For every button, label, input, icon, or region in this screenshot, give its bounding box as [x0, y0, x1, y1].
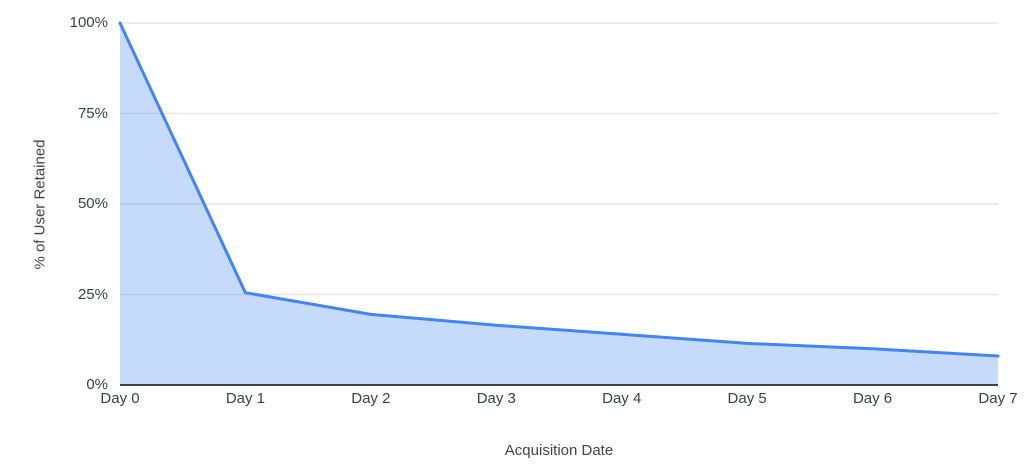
- x-tick-label: Day 6: [852, 390, 893, 407]
- y-tick-label: 75%: [77, 104, 108, 122]
- x-tick-label: Day 7: [978, 390, 1018, 407]
- y-tick-label: 100%: [69, 14, 108, 31]
- x-tick-label: Day 5: [727, 390, 767, 407]
- x-tick-label: Day 1: [225, 390, 266, 407]
- y-axis-title: % of User Retained: [31, 139, 49, 270]
- y-tick-label: 0%: [86, 376, 108, 393]
- retention-line: [118, 21, 1000, 358]
- x-axis-title: Acquisition Date: [504, 442, 614, 459]
- x-tick-label: Day 0: [100, 390, 140, 407]
- area-fill: [120, 23, 998, 385]
- x-tick-label: Day 3: [476, 390, 516, 407]
- x-tick-label: Day 2: [351, 390, 391, 407]
- y-tick-label: 25%: [77, 285, 108, 303]
- y-tick-label: 50%: [77, 195, 108, 212]
- x-tick-label: Day 4: [602, 390, 642, 407]
